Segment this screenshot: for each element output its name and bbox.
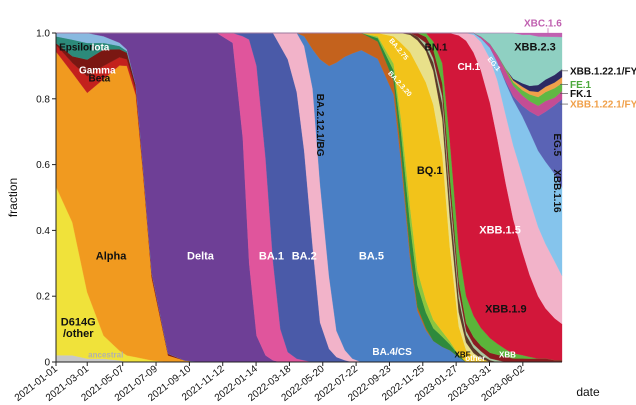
label-epsilon: Epsilon: [59, 42, 95, 53]
outside-labels: XBC.1.6XBB.1.22.1/FYFE.1FK.1XBB.1.22.1/F…: [524, 19, 636, 111]
label-xbb-1-9: XBB.1.9: [485, 303, 527, 315]
label-xbf: XBF: [454, 351, 470, 360]
label-ba-4-cs: BA.4/CS: [372, 347, 412, 358]
label-xbb-2-3: XBB.2.3: [514, 42, 556, 54]
label-gamma: Gamma: [79, 65, 116, 76]
label-ba-2-12-1-bg: BA.2.12.1/BG: [314, 94, 325, 157]
area-xbc-1-6: [56, 32, 563, 38]
outside-label-xbc-1-6: XBC.1.6: [524, 19, 562, 30]
label-iota: Iota: [92, 42, 110, 53]
label-ba-1: BA.1: [259, 251, 284, 263]
y-tick-label: 1.0: [36, 29, 50, 40]
label-ancestral: ancestral: [88, 351, 123, 360]
y-tick-label: 0.8: [36, 94, 50, 105]
label-bq-1: BQ.1: [417, 165, 443, 177]
y-tick-label: 0: [44, 358, 50, 369]
label-d614g-other: D614G: [61, 316, 96, 328]
x-ticks: 2021-01-012021-03-012021-05-072021-07-09…: [13, 362, 527, 404]
y-tick-label: 0.4: [36, 226, 50, 237]
label-bn-1: BN.1: [425, 42, 448, 53]
leader-lines: [547, 28, 568, 105]
y-ticks: 0 0.2 0.4 0.6 0.8 1.0: [36, 29, 56, 369]
stacked-areas: [55, 32, 563, 363]
label-xbb-1-16: XBB.1.16: [551, 169, 562, 213]
label-xbb: XBB: [499, 351, 516, 360]
outside-label-fk-1: FK.1: [570, 89, 592, 100]
outside-label-xbb-1-22-1-fy: XBB.1.22.1/FY: [570, 66, 636, 77]
label-eg-5: EG.5: [551, 133, 562, 156]
label-ba-5: BA.5: [359, 251, 384, 263]
y-tick-label: 0.6: [36, 160, 50, 171]
label-other: other: [465, 354, 485, 363]
label-alpha: Alpha: [96, 251, 127, 263]
label-delta: Delta: [187, 251, 215, 263]
axes: [55, 33, 562, 363]
x-axis-title: date: [576, 385, 600, 399]
outside-label-xbb-1-22-1-fy: XBB.1.22.1/FY: [570, 100, 636, 111]
label-ch-1: CH.1: [457, 62, 480, 73]
y-tick-label: 0.2: [36, 292, 50, 303]
label-beta: Beta: [89, 74, 111, 85]
label-xbb-1-5: XBB.1.5: [479, 224, 521, 236]
label-ba-2: BA.2: [292, 251, 317, 263]
outside-label-fe-1: FE.1: [570, 80, 592, 91]
y-axis-title: fraction: [6, 178, 20, 217]
label-d614g-other: /other: [63, 328, 94, 340]
